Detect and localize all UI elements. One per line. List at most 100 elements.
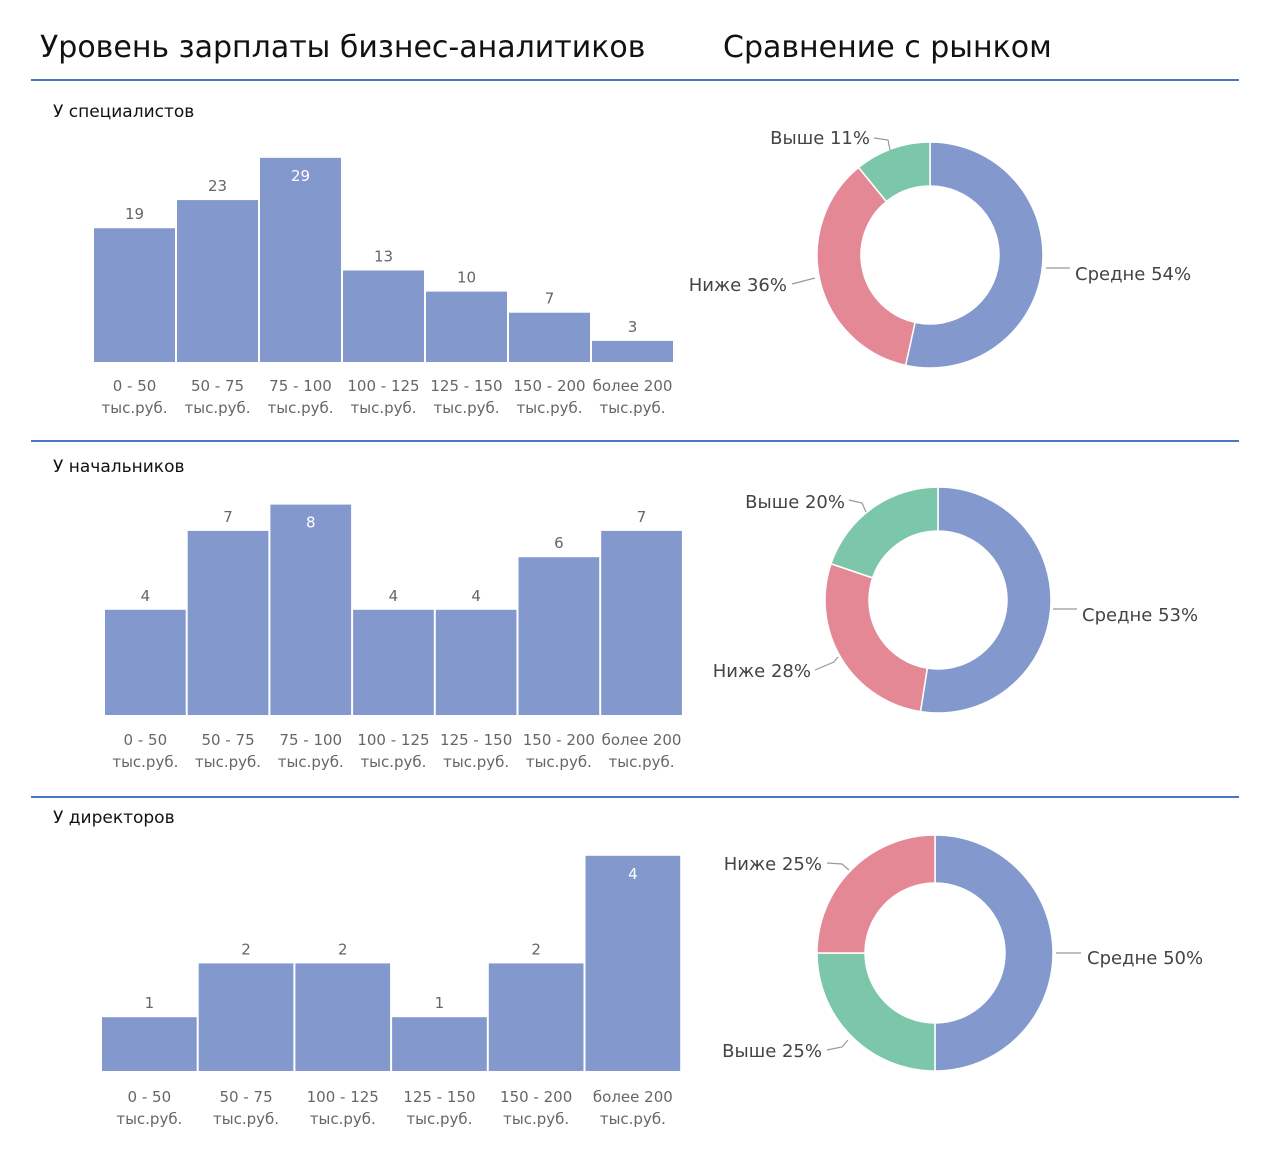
slice-label-0: Средне 54%: [1075, 264, 1191, 285]
leader-line-2: [848, 499, 867, 513]
x-tick-label-1-0: 50 - 75: [201, 731, 254, 749]
x-tick-label-2-0: 75 - 100: [279, 731, 342, 749]
slice-0: [919, 486, 1052, 714]
data-label-1: 23: [208, 177, 227, 195]
slice-1: [824, 562, 929, 713]
x-tick-label-6-1: тыс.руб.: [599, 399, 665, 417]
x-tick-label-1-1: тыс.руб.: [195, 753, 261, 771]
data-label-0: 1: [145, 994, 155, 1012]
x-tick-label-0-0: 0 - 50: [128, 1088, 172, 1106]
data-label-5: 4: [628, 865, 638, 883]
x-tick-label-2-1: тыс.руб.: [310, 1110, 376, 1128]
divider-top: [31, 79, 1239, 81]
data-label-5: 6: [554, 534, 564, 552]
bar-0: [105, 609, 186, 715]
x-tick-label-5-0: 150 - 200: [513, 377, 585, 395]
slice-2: [830, 486, 939, 579]
x-tick-label-5-1: тыс.руб.: [516, 399, 582, 417]
bar-6: [601, 530, 682, 715]
x-tick-label-5-0: более 200: [593, 1088, 673, 1106]
x-tick-label-6-0: более 200: [602, 731, 682, 749]
leader-line-2: [826, 862, 850, 871]
data-label-0: 19: [125, 205, 144, 223]
bar-4: [426, 291, 507, 362]
divider-bottom: [31, 796, 1239, 798]
slice-2: [857, 141, 931, 203]
bar-3: [392, 1017, 487, 1071]
slice-1: [816, 166, 916, 367]
slice-label-2: Выше 11%: [770, 128, 870, 149]
x-tick-label-5-1: тыс.руб.: [526, 753, 592, 771]
slice-label-1: Выше 25%: [722, 1041, 822, 1062]
x-tick-label-4-1: тыс.руб.: [443, 753, 509, 771]
bar-4: [488, 963, 584, 1071]
data-label-2: 29: [291, 167, 310, 185]
data-label-1: 2: [241, 940, 251, 958]
leader-line-1: [814, 656, 839, 671]
bar-5: [585, 855, 681, 1071]
section-title-managers: У начальников: [53, 457, 185, 477]
slice-label-2: Ниже 25%: [724, 854, 822, 875]
page-title-market: Сравнение с рынком: [723, 30, 1052, 65]
data-label-1: 7: [223, 508, 233, 526]
x-tick-label-1-0: 50 - 75: [219, 1088, 272, 1106]
bar-6: [592, 340, 673, 362]
bar-1: [187, 530, 269, 715]
x-tick-label-3-1: тыс.руб.: [406, 1110, 472, 1128]
section-title-specialists: У специалистов: [53, 102, 195, 122]
data-label-4: 4: [471, 587, 481, 605]
x-tick-label-6-1: тыс.руб.: [609, 753, 675, 771]
data-label-3: 13: [374, 247, 393, 265]
data-label-2: 2: [338, 940, 348, 958]
x-tick-label-2-1: тыс.руб.: [267, 399, 333, 417]
data-label-4: 2: [531, 940, 541, 958]
x-tick-label-0-1: тыс.руб.: [101, 399, 167, 417]
x-tick-label-0-0: 0 - 50: [113, 377, 157, 395]
x-tick-label-3-0: 125 - 150: [403, 1088, 475, 1106]
leader-line-2: [873, 137, 891, 151]
x-tick-label-1-0: 50 - 75: [191, 377, 244, 395]
x-tick-label-4-0: 150 - 200: [500, 1088, 572, 1106]
x-tick-label-3-0: 100 - 125: [347, 377, 419, 395]
section-title-directors: У директоров: [53, 808, 175, 828]
x-tick-label-0-1: тыс.руб.: [112, 753, 178, 771]
bar-5: [509, 312, 590, 362]
leader-line-1: [826, 1039, 849, 1051]
slice-label-1: Ниже 28%: [713, 661, 811, 682]
x-tick-label-4-0: 125 - 150: [440, 731, 512, 749]
bar-2: [295, 963, 391, 1071]
slice-label-0: Средне 50%: [1087, 948, 1203, 969]
bar-1: [198, 963, 294, 1071]
donut-chart-specialists: Средне 54% Ниже 36% Выше 11%: [689, 128, 1191, 369]
x-tick-label-2-0: 100 - 125: [307, 1088, 379, 1106]
x-tick-label-6-0: более 200: [593, 377, 673, 395]
data-label-2: 8: [306, 514, 316, 532]
donut-chart-managers: Средне 53% Ниже 28% Выше 20%: [713, 486, 1198, 714]
data-label-0: 4: [141, 587, 151, 605]
x-tick-label-3-1: тыс.руб.: [360, 753, 426, 771]
x-tick-label-2-0: 75 - 100: [269, 377, 332, 395]
data-label-6: 3: [628, 318, 638, 336]
slice-2: [816, 834, 936, 954]
slice-0: [904, 141, 1044, 369]
x-tick-label-3-1: тыс.руб.: [350, 399, 416, 417]
slice-label-0: Средне 53%: [1082, 605, 1198, 626]
bar-3: [343, 270, 424, 362]
data-label-5: 7: [545, 290, 555, 308]
divider-middle: [31, 440, 1239, 442]
bar-0: [102, 1017, 197, 1071]
bar-5: [518, 557, 600, 715]
leader-line-1: [791, 277, 816, 285]
page-title-salary: Уровень зарплаты бизнес-аналитиков: [40, 30, 646, 65]
x-tick-label-5-1: тыс.руб.: [600, 1110, 666, 1128]
x-tick-label-3-0: 100 - 125: [357, 731, 429, 749]
x-tick-label-4-1: тыс.руб.: [433, 399, 499, 417]
data-label-4: 10: [457, 269, 476, 287]
bar-4: [435, 609, 517, 715]
x-tick-label-4-1: тыс.руб.: [503, 1110, 569, 1128]
bar-1: [177, 200, 258, 362]
slice-1: [816, 952, 936, 1072]
data-label-3: 4: [389, 587, 399, 605]
x-tick-label-1-1: тыс.руб.: [184, 399, 250, 417]
